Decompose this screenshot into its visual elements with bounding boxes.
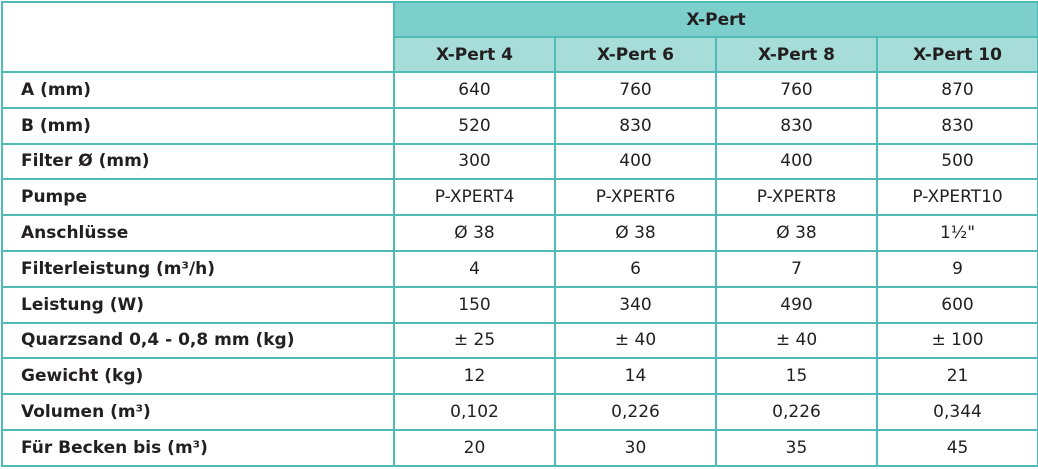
cell: ± 100 [875, 321, 1038, 360]
table-row: Filter Ø (mm) 300 400 400 500 [1, 142, 1038, 181]
table-row: Anschlüsse Ø 38 Ø 38 Ø 38 1½" [1, 214, 1038, 252]
cell: 340 [554, 285, 717, 324]
column-header: X-Pert 4 [393, 36, 556, 73]
row-label: Quarzsand 0,4 - 0,8 mm (kg) [1, 321, 395, 360]
table-row: Quarzsand 0,4 - 0,8 mm (kg) ± 25 ± 40 ± 40 ±… [1, 321, 1038, 360]
table-row: Filterleistung (m³/h) 4 6 7 9 [1, 249, 1038, 288]
cell: P-XPERT10 [875, 178, 1038, 217]
row-label: Filterleistung (m³/h) [1, 249, 395, 288]
cell: P-XPERT4 [393, 178, 556, 217]
row-label: Leistung (W) [1, 285, 395, 324]
cell: 600 [875, 285, 1038, 324]
column-header: X-Pert 6 [554, 36, 717, 73]
cell: 400 [554, 142, 717, 181]
cell: 830 [715, 106, 878, 145]
row-label: Volumen (m³) [1, 393, 395, 431]
row-label: Für Becken bis (m³) [1, 428, 395, 467]
cell: Ø 38 [393, 214, 556, 252]
cell: 7 [715, 249, 878, 288]
row-label: Anschlüsse [1, 214, 395, 252]
row-label: Filter Ø (mm) [1, 142, 395, 181]
row-label: B (mm) [1, 106, 395, 145]
table-row: Volumen (m³) 0,102 0,226 0,226 0,344 [1, 393, 1038, 431]
cell: 0,226 [554, 393, 717, 431]
cell: ± 25 [393, 321, 556, 360]
cell: 300 [393, 142, 556, 181]
cell: 15 [715, 357, 878, 396]
cell: 9 [875, 249, 1038, 288]
table-row: Für Becken bis (m³) 20 30 35 45 [1, 428, 1038, 467]
cell: Ø 38 [554, 214, 717, 252]
column-header: X-Pert 8 [715, 36, 878, 73]
cell: 760 [554, 71, 717, 109]
column-header-row: X-Pert 4 X-Pert 6 X-Pert 8 X-Pert 10 [2, 36, 1038, 73]
cell: 35 [715, 428, 878, 467]
cell: 4 [393, 249, 556, 288]
group-header: X-Pert [392, 1, 1038, 38]
row-label: Gewicht (kg) [1, 357, 395, 396]
cell: 12 [393, 357, 556, 396]
header-row: X-Pert [1, 1, 1038, 73]
cell: 0,226 [715, 393, 878, 431]
cell: 20 [393, 428, 556, 467]
cell: 45 [875, 428, 1038, 467]
cell: 21 [875, 357, 1038, 396]
row-label: Pumpe [1, 178, 395, 217]
table-row: A (mm) 640 760 760 870 [1, 71, 1038, 109]
cell: 400 [715, 142, 878, 181]
cell: 760 [715, 71, 878, 109]
cell: ± 40 [554, 321, 717, 360]
table-row: Pumpe P-XPERT4 P-XPERT6 P-XPERT8 P-XPERT10 [1, 178, 1038, 217]
cell: 14 [554, 357, 717, 396]
table-row: Leistung (W) 150 340 490 600 [1, 285, 1038, 324]
table-row: Gewicht (kg) 12 14 15 21 [1, 357, 1038, 396]
table-row: B (mm) 520 830 830 830 [1, 106, 1038, 145]
cell: 870 [875, 71, 1038, 109]
cell: Ø 38 [715, 214, 878, 252]
cell: 830 [554, 106, 717, 145]
cell: P-XPERT8 [715, 178, 878, 217]
cell: 150 [393, 285, 556, 324]
column-header: X-Pert 10 [875, 36, 1038, 73]
cell: 0,344 [875, 393, 1038, 431]
corner-cell [1, 1, 395, 73]
cell: 0,102 [393, 393, 556, 431]
cell: 830 [875, 106, 1038, 145]
cell: 640 [393, 71, 556, 109]
cell: 30 [554, 428, 717, 467]
cell: 1½" [875, 214, 1038, 252]
cell: P-XPERT6 [554, 178, 717, 217]
cell: 520 [393, 106, 556, 145]
cell: 490 [715, 285, 878, 324]
cell: ± 40 [715, 321, 878, 360]
row-label: A (mm) [1, 71, 395, 109]
cell: 6 [554, 249, 717, 288]
cell: 500 [875, 142, 1038, 181]
table-body: A (mm) 640 760 760 870 B (mm) 520 830 830 830 Filt… [1, 71, 1038, 467]
